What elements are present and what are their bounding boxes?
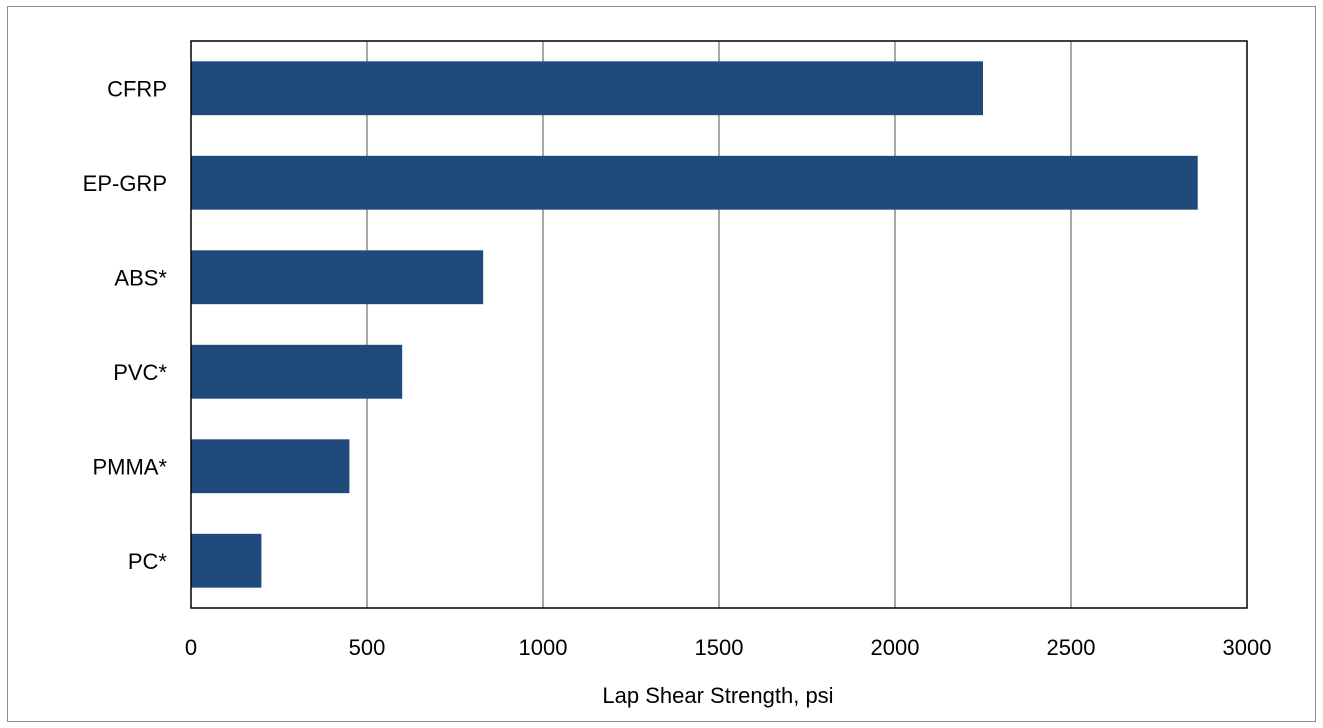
category-label: PC* [128,549,168,574]
bar [191,250,484,305]
bar [191,155,1198,210]
bars [191,61,1198,588]
x-tick-label: 500 [349,635,386,660]
bar [191,344,403,399]
category-label: ABS* [114,265,167,290]
bar [191,533,262,588]
x-tick-labels: 0 500 1000 1500 2000 2500 3000 [185,635,1272,660]
x-tick-label: 3000 [1223,635,1272,660]
x-tick-label: 1500 [695,635,744,660]
category-label: CFRP [107,76,167,101]
x-tick-label: 0 [185,635,197,660]
category-label: PVC* [113,360,167,385]
category-labels: CFRP EP-GRP ABS* PVC* PMMA* PC* [83,76,168,574]
plot-border [190,40,1248,609]
bar [191,439,350,494]
x-tick-label: 1000 [519,635,568,660]
x-tick-label: 2500 [1047,635,1096,660]
plot-area-border [190,40,1248,609]
category-label: EP-GRP [83,171,167,196]
x-axis-title: Lap Shear Strength, psi [602,683,833,708]
gridlines [366,41,1072,608]
category-label: PMMA* [92,454,167,479]
bar [191,61,983,116]
x-tick-label: 2000 [871,635,920,660]
